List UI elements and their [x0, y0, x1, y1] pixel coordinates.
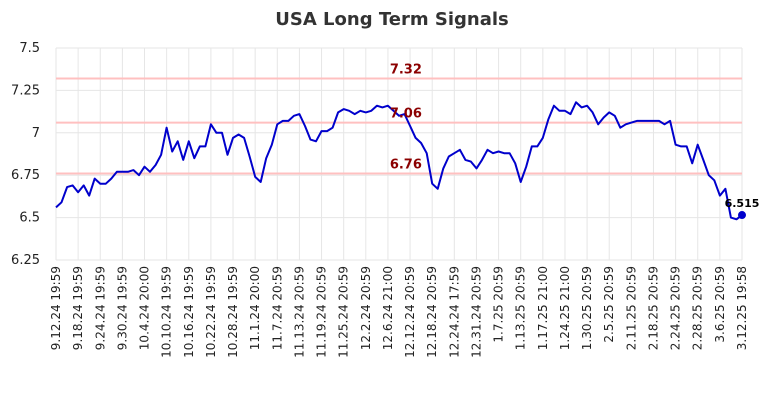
- x-tick-label: 3.6.25 20:59: [713, 266, 727, 343]
- reference-line-label: 7.06: [390, 107, 422, 122]
- reference-line-label: 7.32: [390, 63, 422, 78]
- y-tick-label: 6.75: [11, 168, 40, 183]
- chart-title: USA Long Term Signals: [275, 9, 508, 30]
- reference-line-label: 6.76: [390, 158, 422, 173]
- x-tick-label: 1.13.25 20:59: [514, 266, 528, 350]
- series-layer: [55, 101, 746, 221]
- x-tick-label: 10.22.24 19:59: [204, 266, 218, 358]
- y-tick-label: 7: [32, 126, 40, 141]
- grid: [55, 47, 743, 261]
- x-tick-label: 11.19.24 20:59: [315, 266, 329, 358]
- x-tick-label: 2.11.25 20:59: [624, 266, 638, 350]
- x-tick-label: 10.28.24 19:59: [226, 266, 240, 358]
- y-tick-label: 7.5: [19, 41, 40, 56]
- x-tick-label: 11.1.24 20:00: [248, 266, 262, 350]
- x-tick-label: 1.17.25 21:00: [536, 266, 550, 350]
- x-tick-label: 12.2.24 20:59: [359, 266, 373, 350]
- last-value-label: 6.515: [725, 197, 760, 210]
- x-tick-label: 3.12.25 19:58: [735, 266, 749, 350]
- labels: 6.25 6.5 6.75 7 7.25 7.5 9.12.24 19:59 9.18.24 …: [11, 41, 759, 358]
- y-tick-label: 6.5: [19, 211, 40, 226]
- x-tick-label: 2.18.25 20:59: [646, 266, 660, 350]
- x-tick-label: 12.6.24 21:00: [381, 266, 395, 350]
- x-tick-label: 1.7.25 20:59: [492, 266, 506, 343]
- x-tick-label: 10.10.24 19:59: [160, 266, 174, 358]
- reference-lines: [56, 77, 742, 175]
- x-tick-label: 12.12.24 20:59: [403, 266, 417, 358]
- x-tick-label: 9.30.24 19:59: [115, 266, 129, 350]
- x-tick-label: 2.28.25 20:59: [691, 266, 705, 350]
- x-tick-label: 2.24.25 20:59: [669, 266, 683, 350]
- x-tick-label: 9.18.24 19:59: [71, 266, 85, 350]
- x-tick-label: 11.13.24 20:59: [292, 266, 306, 358]
- x-tick-label: 9.24.24 19:59: [93, 266, 107, 350]
- x-tick-label: 9.12.24 19:59: [49, 266, 63, 350]
- series-line: [55, 101, 743, 221]
- x-tick-label: 2.5.25 20:59: [602, 266, 616, 343]
- x-tick-label: 11.25.24 20:59: [337, 266, 351, 358]
- last-point-marker: [738, 211, 746, 220]
- x-tick-label: 12.24.24 17:59: [447, 266, 461, 358]
- x-tick-label: 11.7.24 20:59: [270, 266, 284, 350]
- x-tick-label: 12.31.24 20:59: [469, 266, 483, 358]
- x-tick-label: 12.18.24 20:59: [425, 266, 439, 358]
- x-tick-label: 10.16.24 19:59: [182, 266, 196, 358]
- x-tick-label: 10.4.24 20:00: [138, 266, 152, 350]
- x-tick-label: 1.24.25 21:00: [558, 266, 572, 350]
- y-tick-label: 6.25: [11, 253, 40, 268]
- x-tick-label: 1.30.25 20:59: [580, 266, 594, 350]
- y-tick-label: 7.25: [11, 83, 40, 98]
